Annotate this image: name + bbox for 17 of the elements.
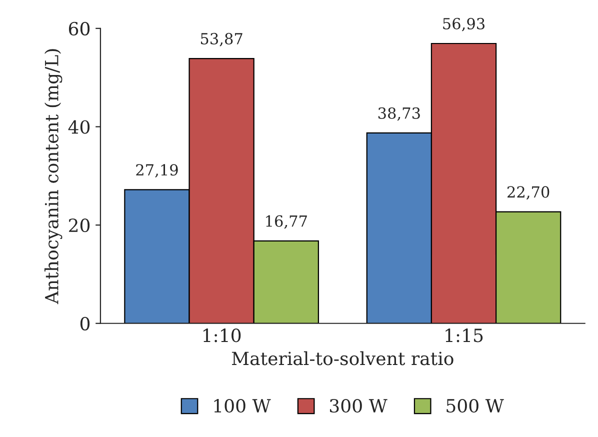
legend-label: 500 W — [446, 398, 504, 413]
x-axis-title: Material-to-solvent ratio — [232, 351, 454, 366]
data-label: 22,70 — [508, 186, 550, 200]
y-tick-label: 0 — [80, 316, 90, 330]
x-tick-label: 1:10 — [203, 328, 241, 342]
legend-label: 300 W — [330, 398, 388, 413]
data-label: 38,73 — [378, 107, 420, 121]
x-tick-label: 1:15 — [446, 328, 483, 342]
y-axis-title: Anthocyanin content (mg/L) — [44, 49, 62, 304]
data-label: 53,87 — [200, 32, 242, 46]
data-label: 27,19 — [136, 164, 178, 178]
legend-label: 100 W — [214, 398, 271, 413]
y-tick-label: 60 — [68, 22, 90, 36]
y-tick-label: 40 — [68, 120, 90, 134]
data-label: 56,93 — [443, 18, 484, 32]
data-label: 16,77 — [266, 215, 307, 229]
y-tick-label: 20 — [68, 218, 90, 232]
